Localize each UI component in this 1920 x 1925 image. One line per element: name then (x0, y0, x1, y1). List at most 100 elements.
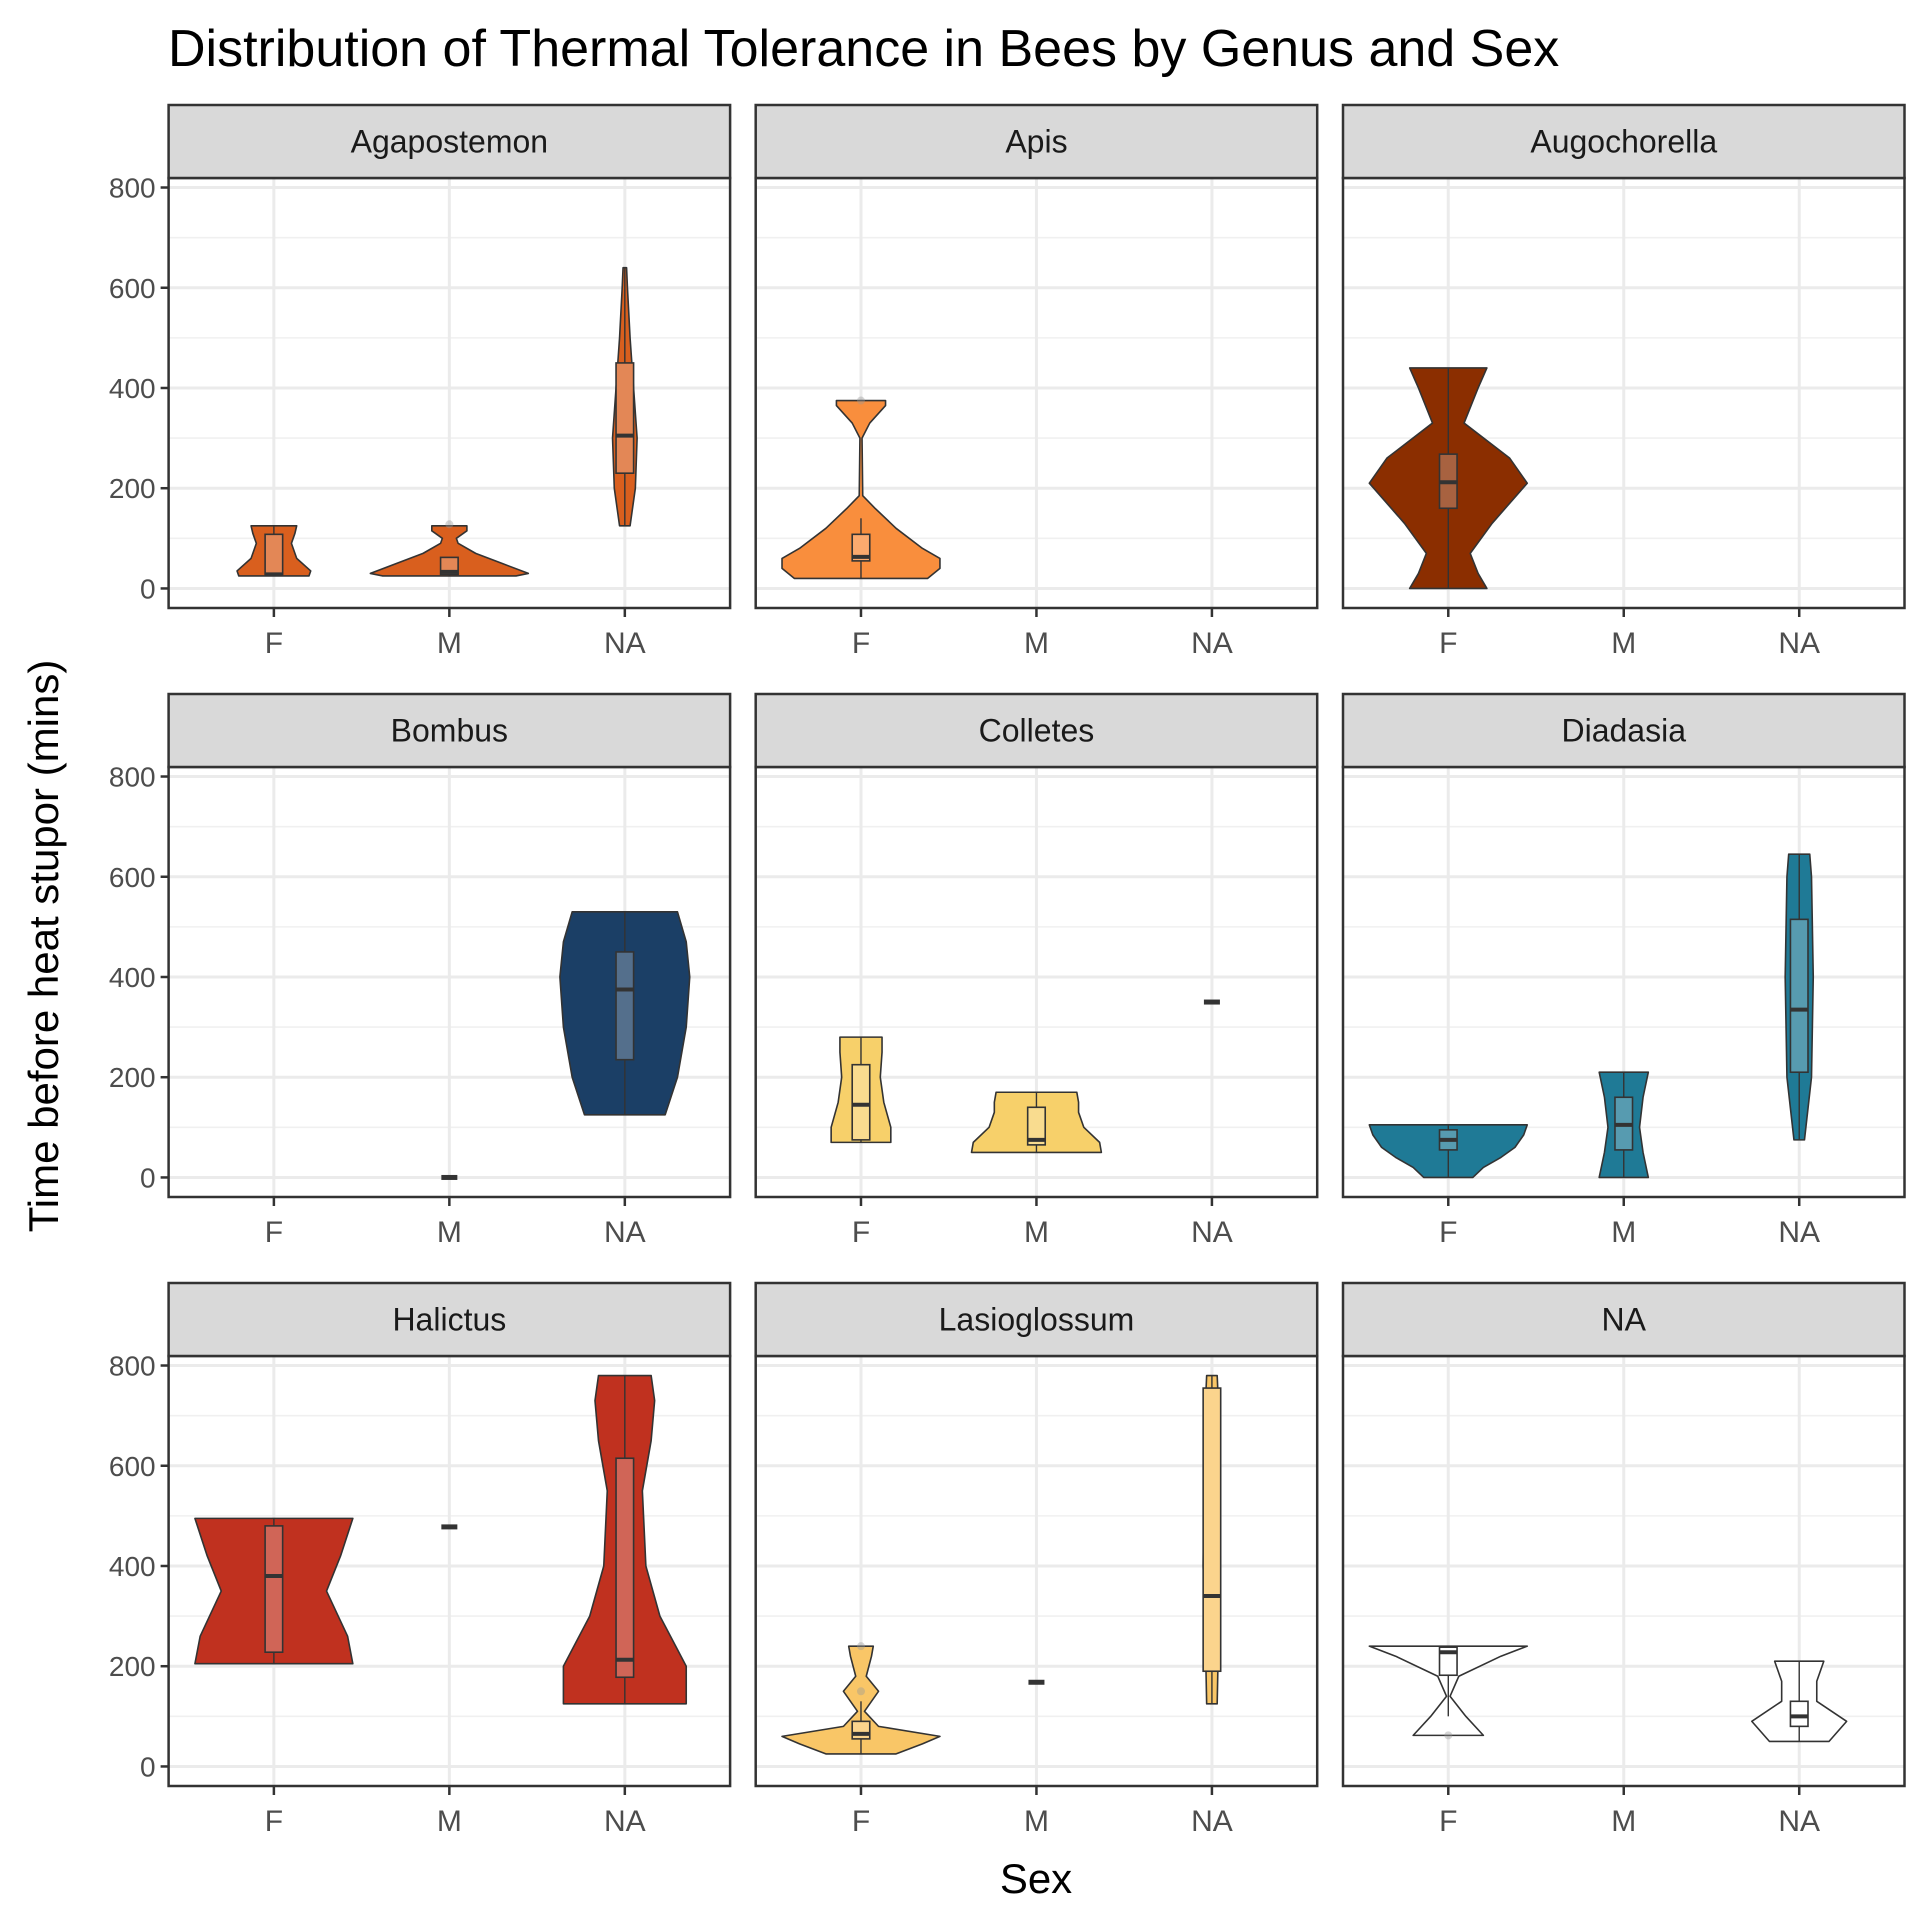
violin-lasioglossum-m (1028, 1679, 1045, 1685)
violin-colletes-m (970, 1091, 1103, 1154)
facet-strip (167, 692, 732, 769)
facet-strip (1341, 1281, 1906, 1358)
x-tick-label: F (852, 1216, 870, 1249)
y-tick-label: 0 (140, 1162, 156, 1193)
x-tick-label: NA (604, 627, 646, 660)
violin-colletes-na (1203, 999, 1220, 1005)
y-axis-title: Time before heat stupor (mins) (20, 660, 67, 1233)
x-tick-label: NA (1191, 1216, 1233, 1249)
outlier-point (856, 1687, 865, 1696)
facet-panel-agapostemon: 0 200 400 600 800 F M NA Agapostemon (109, 103, 732, 660)
boxplot-box (264, 1525, 284, 1653)
violin-bombus-na (559, 911, 691, 1116)
violin-lasioglossum-f (781, 1642, 941, 1755)
x-tick-label: F (265, 1805, 283, 1838)
x-tick-label: F (852, 627, 870, 660)
boxplot-box (615, 951, 635, 1061)
y-tick-label: 400 (109, 373, 156, 404)
facet-strip (754, 692, 1319, 769)
y-tick-label: 800 (109, 173, 156, 204)
violin-body (781, 1645, 941, 1755)
median-bar (441, 1524, 458, 1530)
facet-strip (167, 1281, 732, 1358)
violin-na-f (1368, 1645, 1529, 1740)
violin-diadasia-f (1368, 1124, 1529, 1179)
y-tick-label: 600 (109, 273, 156, 304)
x-tick-label: NA (1778, 1805, 1820, 1838)
x-tick-label: NA (1191, 627, 1233, 660)
facet-strip (754, 1281, 1319, 1358)
median-bar (1203, 999, 1220, 1005)
boxplot-box (851, 1720, 871, 1740)
facet-panel-lasioglossum: F M NA Lasioglossum (754, 1281, 1319, 1838)
violin-diadasia-m (1598, 1071, 1650, 1179)
y-tick-label: 800 (109, 762, 156, 793)
median-bar (1028, 1679, 1045, 1685)
x-tick-label: M (1024, 1805, 1049, 1838)
violin-halictus-f (194, 1517, 354, 1665)
outlier-point (445, 520, 454, 529)
y-tick-label: 200 (109, 473, 156, 504)
facet-strip-label: Bombus (391, 713, 508, 749)
outlier-point (1444, 1731, 1453, 1740)
violin-agapostemon-m (369, 520, 530, 577)
violin-augochorella-f (1368, 367, 1529, 590)
facet-panel-augochorella: F M NA Augochorella (1341, 103, 1906, 660)
x-tick-label: M (437, 1216, 462, 1249)
boxplot-box (851, 533, 871, 562)
x-tick-label: NA (1191, 1805, 1233, 1838)
facet-strip (754, 103, 1319, 180)
x-tick-label: F (852, 1805, 870, 1838)
facet-strip-label: Augochorella (1530, 124, 1717, 160)
x-tick-label: M (437, 1805, 462, 1838)
facet-strip-label: NA (1602, 1302, 1647, 1338)
violin-agapostemon-na (611, 266, 638, 527)
boxplot-box (615, 1457, 635, 1679)
x-tick-label: M (1611, 1216, 1636, 1249)
boxplot-box (1789, 1700, 1809, 1728)
violin-na-na (1751, 1660, 1848, 1743)
boxplot-box (1789, 918, 1809, 1074)
facet-strip-label: Diadasia (1561, 713, 1686, 749)
violin-apis-f (781, 396, 941, 580)
boxplot-box (1026, 1106, 1047, 1146)
x-tick-label: NA (1778, 1216, 1820, 1249)
facet-panel-apis: F M NA Apis (754, 103, 1319, 660)
violin-colletes-f (830, 1036, 892, 1144)
facet-strip-label: Lasioglossum (939, 1302, 1135, 1338)
x-tick-label: F (1439, 1216, 1457, 1249)
x-tick-label: F (265, 627, 283, 660)
violin-bombus-m (441, 1174, 458, 1180)
facet-strip (1341, 692, 1906, 769)
y-tick-label: 400 (109, 1551, 156, 1582)
x-tick-label: M (437, 627, 462, 660)
facet-strip-label: Colletes (979, 713, 1095, 749)
x-tick-label: NA (604, 1805, 646, 1838)
x-tick-label: F (1439, 627, 1457, 660)
x-tick-label: NA (604, 1216, 646, 1249)
facet-strip-label: Halictus (392, 1302, 506, 1338)
facet-strip (1341, 103, 1906, 180)
facet-strip-label: Apis (1005, 124, 1067, 160)
outlier-point (856, 396, 865, 405)
violin-halictus-na (562, 1374, 688, 1705)
violin-lasioglossum-na (1202, 1374, 1222, 1705)
median-bar (441, 1174, 458, 1180)
y-tick-label: 800 (109, 1351, 156, 1382)
violin-diadasia-na (1784, 853, 1815, 1141)
y-tick-label: 0 (140, 573, 156, 604)
facet-strip-label: Agapostemon (351, 124, 548, 160)
violin-body (369, 525, 530, 577)
y-tick-label: 200 (109, 1651, 156, 1682)
facet-panel-bombus: 0 200 400 600 800 F M NA Bombus (109, 692, 732, 1249)
boxplot-box (1202, 1387, 1222, 1673)
x-tick-label: F (1439, 1805, 1457, 1838)
x-tick-label: M (1611, 1805, 1636, 1838)
violin-body (781, 399, 941, 580)
y-tick-label: 200 (109, 1062, 156, 1093)
violin-agapostemon-f (236, 525, 312, 577)
x-axis-title: Sex (1000, 1855, 1072, 1902)
y-tick-label: 600 (109, 862, 156, 893)
boxplot-box (851, 1063, 871, 1141)
y-tick-label: 0 (140, 1751, 156, 1782)
